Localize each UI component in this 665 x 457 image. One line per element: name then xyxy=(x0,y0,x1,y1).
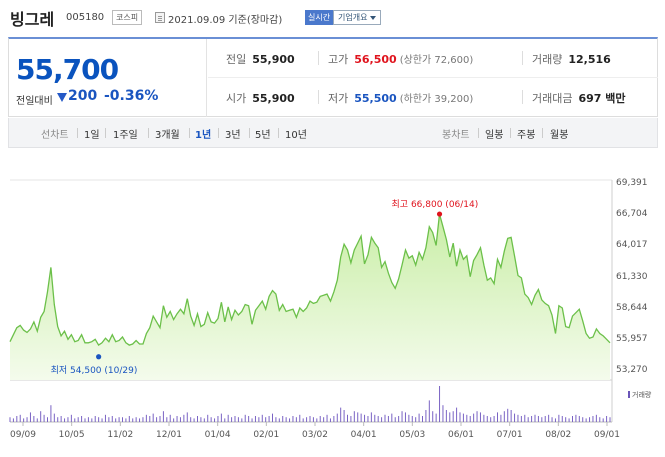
document-icon xyxy=(155,12,165,23)
price-chart[interactable]: 69,391 66,704 64,017 61,330 58,644 55,957 53,2… xyxy=(0,160,665,457)
company-info-label: 기업개요 xyxy=(338,13,368,22)
period-3y[interactable]: 3년 xyxy=(225,130,241,141)
y-tick-label: 53,270 xyxy=(616,365,648,376)
divider xyxy=(218,128,219,138)
low-annotation: 최저 54,500 (10/29) xyxy=(50,365,138,376)
divider xyxy=(542,128,543,138)
price-area-fill xyxy=(10,214,610,380)
high-price: 고가 56,500 (상한가 72,600) xyxy=(328,53,474,66)
x-tick-label: 01/04 xyxy=(204,430,231,440)
stock-name: 빙그레 xyxy=(10,10,55,29)
change-label: 전일대비 xyxy=(16,96,53,107)
x-tick-label: 04/01 xyxy=(350,430,377,440)
chevron-down-icon xyxy=(370,15,377,20)
low-price: 저가 55,500 (하한가 39,200) xyxy=(328,92,474,105)
divider xyxy=(189,128,190,138)
x-tick-label: 12/01 xyxy=(156,430,182,440)
candle-monthly[interactable]: 월봉 xyxy=(550,130,569,141)
x-tick-label: 02/01 xyxy=(253,430,280,440)
period-5y[interactable]: 5년 xyxy=(255,130,271,141)
low-point-marker xyxy=(96,354,102,360)
x-tick-label: 06/01 xyxy=(448,430,474,440)
summary-row-1: 전일 55,900 고가 56,500 (상한가 72,600) 거래량 12,516 xyxy=(208,39,658,78)
divider xyxy=(278,128,279,138)
divider xyxy=(318,51,319,65)
divider xyxy=(318,90,319,104)
candle-daily[interactable]: 일봉 xyxy=(485,130,504,141)
high-point-marker xyxy=(436,211,443,217)
period-3m[interactable]: 3개월 xyxy=(155,130,180,141)
y-tick-label: 64,017 xyxy=(616,240,648,251)
price-chart-svg xyxy=(9,179,613,426)
x-tick-label: 03/02 xyxy=(302,430,328,440)
open-price: 시가 55,900 xyxy=(226,92,295,105)
x-tick-label: 09/09 xyxy=(10,430,36,440)
change-rate: -0.36% xyxy=(104,88,159,104)
period-1y[interactable]: 1년 xyxy=(195,130,212,141)
divider xyxy=(522,51,523,65)
divider xyxy=(148,128,149,138)
prev-close: 전일 55,900 xyxy=(226,53,295,66)
volume-legend: 거래량 xyxy=(628,390,651,400)
period-1d[interactable]: 1일 xyxy=(84,130,100,141)
x-tick-label: 05/03 xyxy=(399,430,426,440)
y-tick-label: 66,704 xyxy=(616,209,648,220)
price-main: 55,700 전일대비 200 -0.36% xyxy=(9,39,207,117)
change-amount: 200 xyxy=(68,88,98,104)
y-tick-label: 69,391 xyxy=(616,178,648,188)
candle-chart-label: 봉차트 xyxy=(442,130,470,141)
x-tick-label: 10/05 xyxy=(58,430,85,440)
top-bar: 빙그레 005180 코스피 2021.09.09 기준(장마감) 실시간 기업… xyxy=(0,0,665,34)
divider xyxy=(478,128,479,138)
x-tick-label: 08/02 xyxy=(545,430,572,440)
period-10y[interactable]: 10년 xyxy=(285,130,307,141)
divider xyxy=(105,128,106,138)
divider xyxy=(510,128,511,138)
y-tick-label: 61,330 xyxy=(616,271,648,282)
high-annotation: 최고 66,800 (06/14) xyxy=(391,200,479,211)
summary-row-2: 시가 55,900 저가 55,500 (하한가 39,200) 거래대금 697 백만 xyxy=(208,78,658,117)
volume: 거래량 12,516 xyxy=(532,53,611,66)
divider xyxy=(77,128,78,138)
current-price: 55,700 xyxy=(16,53,119,86)
company-info-button[interactable]: 기업개요 xyxy=(333,10,382,25)
x-tick-label: 09/01 xyxy=(594,430,620,440)
candle-weekly[interactable]: 주봉 xyxy=(517,130,536,141)
divider xyxy=(249,128,250,138)
date-text: 2021.09.09 기준(장마감) xyxy=(168,15,283,26)
down-arrow-icon xyxy=(57,93,67,102)
price-box: 55,700 전일대비 200 -0.36% 전일 55,900 고가 56,500… xyxy=(8,37,658,117)
divider xyxy=(522,90,523,104)
x-tick-label: 07/01 xyxy=(496,430,523,440)
price-line xyxy=(9,213,611,347)
market-badge: 코스피 xyxy=(112,10,143,25)
trading-amount: 거래대금 697 백만 xyxy=(532,92,626,105)
line-chart-label: 선차트 xyxy=(41,130,69,141)
period-1w[interactable]: 1주일 xyxy=(113,130,138,141)
y-tick-label: 55,957 xyxy=(616,334,648,344)
realtime-badge[interactable]: 실시간 xyxy=(305,10,334,25)
y-tick-label: 58,644 xyxy=(616,302,648,313)
x-tick-label: 11/02 xyxy=(107,430,134,440)
period-bar: 선차트 1일 1주일 3개월 1년 3년 5년 10년 봉차트 일봉 주봉 월봉 xyxy=(8,118,658,148)
stock-code: 005180 xyxy=(66,12,105,23)
